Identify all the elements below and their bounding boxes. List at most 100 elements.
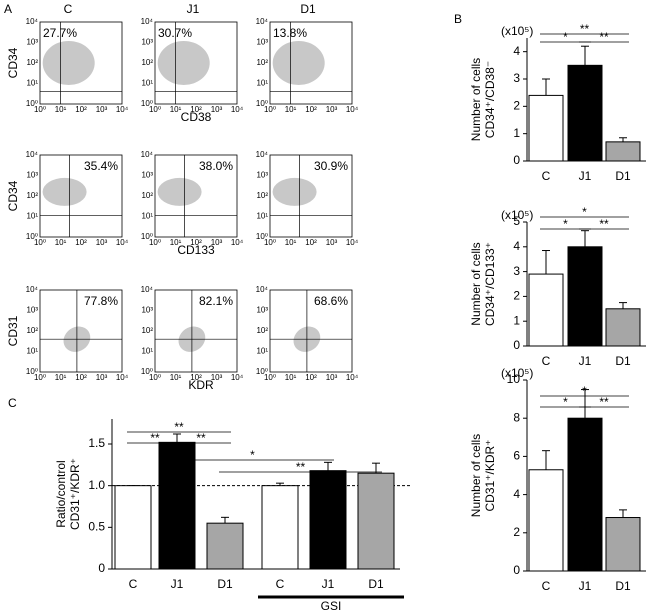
gate-percentage: 35.4%	[84, 159, 118, 173]
plot-frame	[39, 289, 123, 373]
x-tick-label: 10¹	[285, 238, 297, 247]
significance-label: *	[250, 448, 255, 462]
gate-percentage: 13.8%	[273, 26, 307, 40]
axis-unit: (x10⁵)	[501, 208, 533, 222]
x-tick-label: J1	[322, 577, 335, 591]
plot-frame	[154, 21, 238, 105]
bar	[605, 517, 641, 572]
y-tick-label: 10⁰	[256, 232, 268, 241]
y-tick-label: 3	[513, 264, 520, 278]
y-axis-label: Number of cells	[469, 242, 483, 325]
x-tick-label: D1	[368, 577, 384, 591]
y-tick-label: 10⁰	[141, 99, 153, 108]
bar	[114, 485, 152, 570]
plot-frame	[39, 154, 123, 238]
y-tick-label: 10¹	[141, 212, 153, 221]
x-tick-label: 10³	[211, 105, 223, 114]
cell-cloud	[272, 41, 325, 85]
y-axis-label: CD31⁺/KDR⁺	[483, 439, 497, 511]
x-tick-label: C	[542, 169, 551, 183]
x-tick-label: 10³	[326, 105, 338, 114]
y-tick-label: 10²	[26, 326, 38, 335]
y-tick-label: 10¹	[141, 347, 153, 356]
y-tick-label: 10³	[26, 38, 38, 47]
x-tick-label: 10¹	[55, 105, 67, 114]
gate-percentage: 30.7%	[158, 26, 192, 40]
x-tick-label: 10⁴	[346, 105, 359, 114]
y-tick-label: 10²	[141, 191, 153, 200]
y-tick-label: 10¹	[26, 79, 38, 88]
x-tick-label: 10³	[211, 373, 223, 382]
y-tick-label: 1	[513, 126, 520, 140]
y-tick-label: 10	[507, 372, 521, 386]
bar	[357, 472, 395, 570]
y-axis-label: Ratio/control	[54, 460, 68, 527]
significance-label: *	[563, 395, 568, 409]
y-tick-label: 0	[513, 338, 520, 352]
y-tick-label: 0	[513, 563, 520, 577]
y-tick-label: 1.5	[88, 436, 105, 450]
bar	[567, 417, 603, 572]
y-tick-label: 2	[513, 525, 520, 539]
y-tick-label: 10⁴	[256, 150, 269, 159]
y-axis-label: CD31⁺/KDR⁺	[68, 458, 82, 530]
y-tick-label: 0	[513, 153, 520, 167]
x-tick-label: 10²	[305, 105, 317, 114]
y-tick-label: 6	[513, 449, 520, 463]
y-tick-label: 1	[513, 313, 520, 327]
x-tick-label: 10²	[190, 105, 202, 114]
y-tick-label: 5	[513, 214, 520, 228]
significance-label: *	[563, 30, 568, 44]
x-tick-label: J1	[579, 169, 592, 183]
y-tick-label: 10³	[256, 38, 268, 47]
group-label: GSI	[321, 599, 342, 612]
panel-label: A	[4, 2, 12, 16]
y-axis-label: CD34⁺/CD133⁺	[483, 242, 497, 326]
x-tick-label: 10⁰	[264, 373, 276, 382]
x-tick-label: 10⁰	[149, 373, 161, 382]
bar	[605, 308, 641, 347]
y-tick-label: 10⁰	[141, 367, 153, 376]
x-tick-label: 10⁰	[149, 238, 161, 247]
x-tick-label: 10¹	[170, 238, 182, 247]
x-tick-label: 10⁴	[231, 238, 244, 247]
column-header: D1	[300, 2, 316, 16]
y-tick-label: 10²	[26, 191, 38, 200]
x-tick-label: C	[542, 354, 551, 368]
cell-cloud	[272, 177, 317, 206]
y-tick-label: 2	[513, 289, 520, 303]
significance-label: **	[599, 217, 609, 231]
y-tick-label: 10⁰	[141, 232, 153, 241]
x-tick-label: C	[542, 579, 551, 593]
x-tick-label: C	[276, 577, 285, 591]
x-tick-label: 10¹	[55, 238, 67, 247]
y-tick-label: 10¹	[256, 347, 268, 356]
y-axis-label: CD34	[6, 180, 20, 211]
y-tick-label: 10⁴	[141, 17, 154, 26]
x-tick-label: D1	[615, 579, 631, 593]
y-tick-label: 10³	[26, 171, 38, 180]
x-tick-label: 10³	[96, 238, 108, 247]
x-tick-label: J1	[171, 577, 184, 591]
column-header: C	[64, 2, 73, 16]
significance-label: **	[296, 460, 306, 474]
y-tick-label: 10¹	[256, 79, 268, 88]
x-tick-label: 10³	[326, 373, 338, 382]
gate-percentage: 77.8%	[84, 294, 118, 308]
x-tick-label: 10¹	[55, 373, 67, 382]
y-tick-label: 3	[513, 71, 520, 85]
gate-percentage: 82.1%	[199, 294, 233, 308]
y-tick-label: 10¹	[256, 212, 268, 221]
x-tick-label: 10²	[75, 105, 87, 114]
x-tick-label: 10⁴	[116, 373, 129, 382]
y-tick-label: 10²	[141, 326, 153, 335]
x-tick-label: 10⁰	[264, 238, 276, 247]
y-axis-label: Number of cells	[469, 58, 483, 141]
y-tick-label: 10¹	[26, 347, 38, 356]
significance-label: **	[174, 420, 184, 434]
x-tick-label: C	[129, 577, 138, 591]
y-tick-label: 10²	[256, 191, 268, 200]
plot-frame	[269, 154, 353, 238]
y-tick-label: 10⁰	[26, 99, 38, 108]
y-tick-label: 1.0	[88, 478, 105, 492]
